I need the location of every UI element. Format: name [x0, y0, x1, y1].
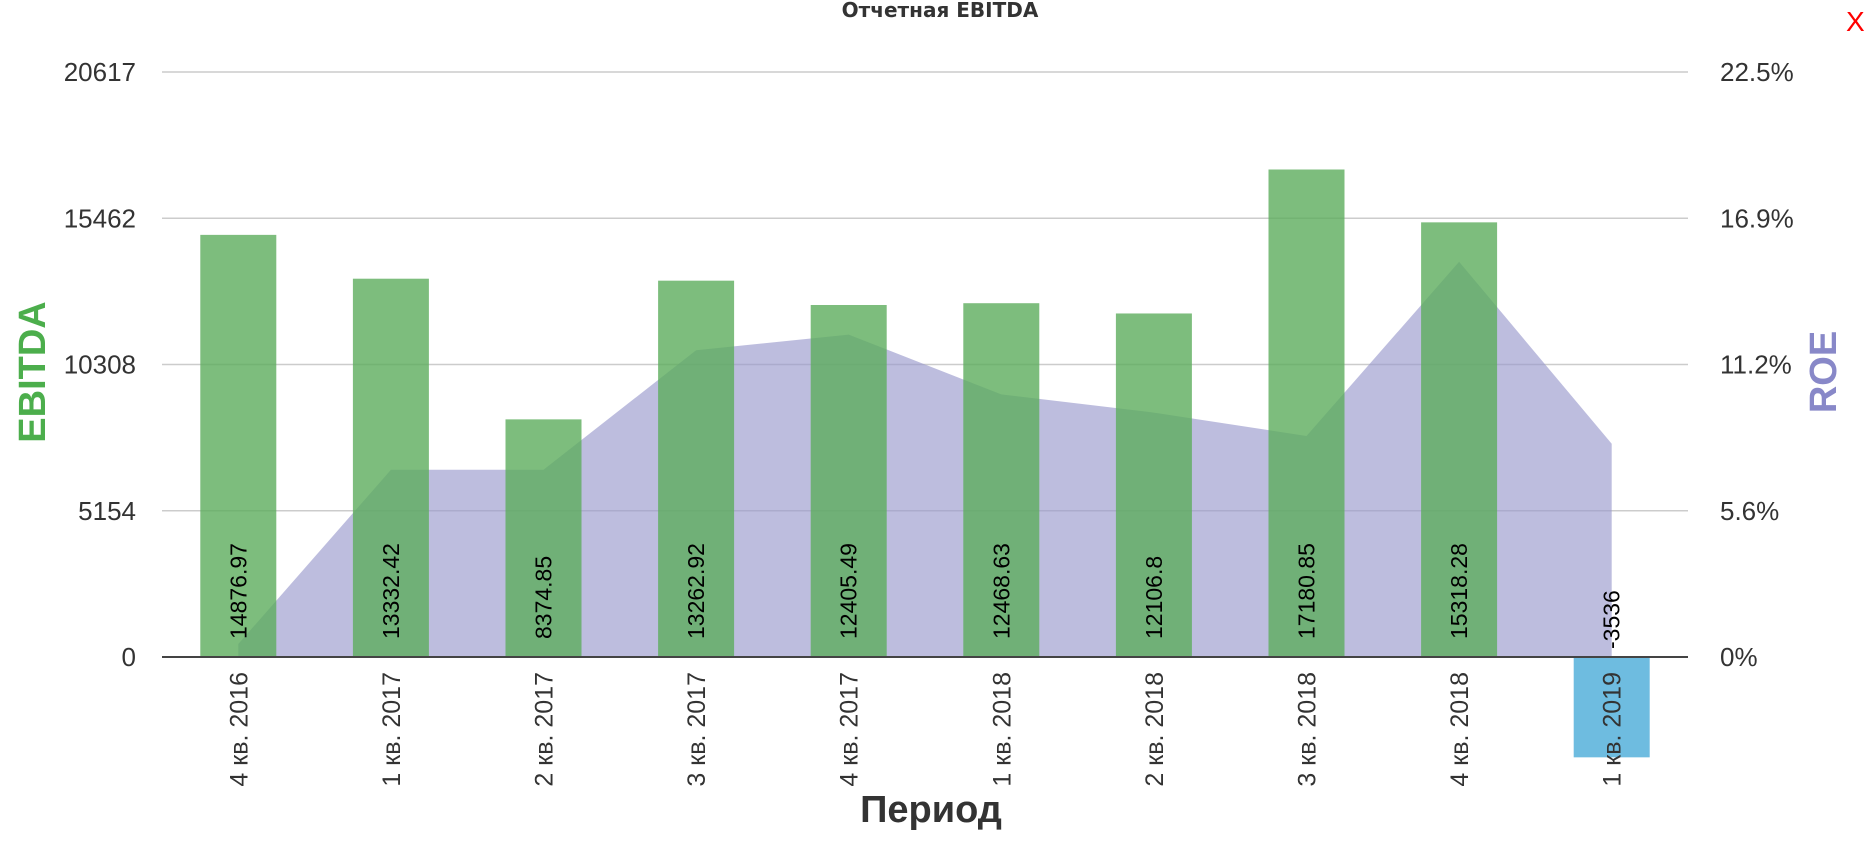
ebitda-bar [1573, 657, 1650, 758]
data-label: 8374.85 [531, 556, 557, 639]
ebitda-bar [1268, 169, 1345, 658]
left-axis-ticks: 0 5154 10308 15462 20617 [64, 57, 136, 672]
y-tick-label: 5154 [78, 496, 136, 526]
y2-tick-label: 11.2% [1720, 350, 1792, 380]
data-label: 17180.85 [1294, 543, 1320, 639]
x-axis-ticks: 4 кв. 2016 1 кв. 2017 2 кв. 2017 3 кв. 2017… [225, 672, 1626, 787]
x-tick-label: 1 кв. 2017 [378, 672, 406, 787]
x-tick-label: 3 кв. 2018 [1294, 672, 1322, 787]
data-label: 13332.42 [378, 543, 404, 639]
y2-tick-label: 5.6% [1720, 496, 1779, 526]
bars-layer [162, 169, 1688, 758]
close-button[interactable]: X [1846, 6, 1865, 37]
x-tick-label: 4 кв. 2018 [1446, 672, 1474, 787]
x-tick-label: 2 кв. 2018 [1141, 672, 1169, 787]
ebitda-bar [1421, 222, 1498, 657]
roe-area [238, 261, 1612, 657]
x-axis-title: Период [860, 789, 1002, 831]
y-tick-label: 0 [122, 642, 136, 672]
y2-tick-label: 0% [1720, 642, 1758, 672]
x-tick-label: 1 кв. 2019 [1599, 672, 1627, 787]
data-label: 13262.92 [683, 543, 709, 639]
x-tick-label: 2 кв. 2017 [531, 672, 559, 787]
chart-title: Отчетная EBITDA [842, 0, 1039, 22]
ebitda-bar [963, 303, 1040, 657]
ebitda-bar [352, 278, 429, 657]
data-label: 12468.63 [988, 543, 1014, 639]
ebitda-bar [505, 419, 582, 657]
y-axis-title: EBITDA [12, 301, 54, 442]
y2-tick-label: 16.9% [1720, 203, 1794, 233]
data-label: 15318.28 [1446, 543, 1472, 639]
data-label: 12405.49 [836, 543, 862, 639]
data-labels: 14876.97 13332.42 8374.85 13262.92 12405.49 1… [225, 543, 1624, 649]
y2-axis-title: ROE [1803, 331, 1845, 413]
y-tick-label: 10308 [64, 350, 136, 380]
ebitda-bar [810, 304, 887, 657]
data-label: 14876.97 [225, 543, 251, 639]
ebitda-bar [200, 234, 277, 658]
y-tick-label: 20617 [64, 57, 136, 87]
right-axis-ticks: 0% 5.6% 11.2% 16.9% 22.5% [1720, 57, 1794, 672]
roe-area-layer [238, 261, 1612, 657]
y2-tick-label: 22.5% [1720, 57, 1794, 87]
ebitda-bar [658, 280, 735, 657]
ebitda-bar [1115, 313, 1192, 657]
x-tick-label: 4 кв. 2016 [225, 672, 253, 787]
y-tick-label: 15462 [64, 203, 136, 233]
data-label: -3536 [1599, 590, 1625, 649]
data-label: 12106.8 [1141, 556, 1167, 639]
x-tick-label: 4 кв. 2017 [836, 672, 864, 787]
x-tick-label: 3 кв. 2017 [683, 672, 711, 787]
x-tick-label: 1 кв. 2018 [988, 672, 1016, 787]
